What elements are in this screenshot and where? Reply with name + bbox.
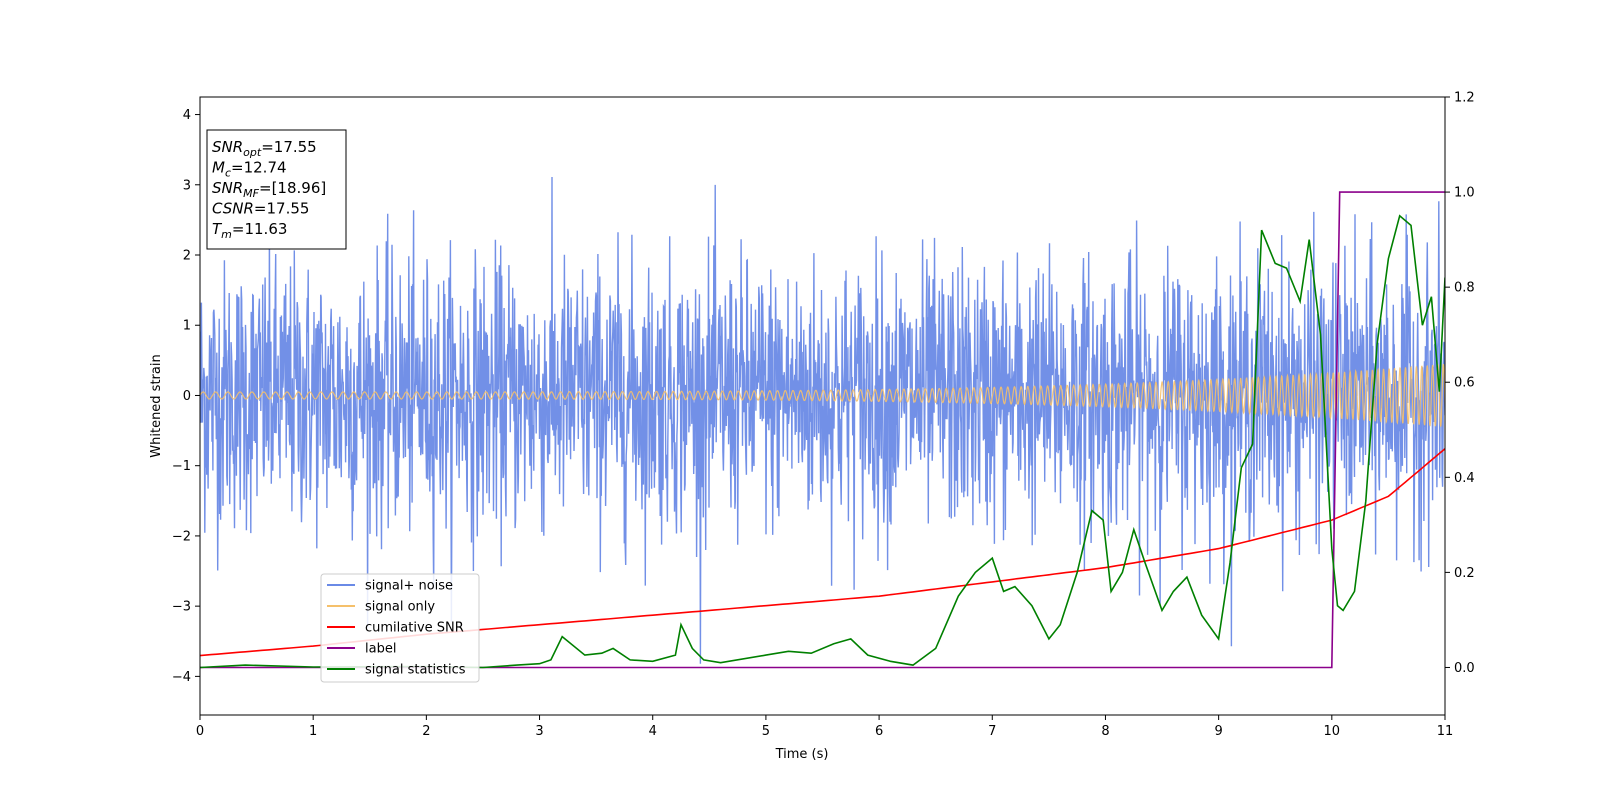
y-left-tick-label: −1 (172, 459, 191, 474)
annotation-line: Mc=12.74 (212, 159, 287, 180)
plot-frame (199, 96, 1446, 716)
x-tick-label: 11 (1437, 724, 1454, 739)
legend-label: label (365, 642, 396, 657)
axes-layer: 0 1 2 3 4 5 6 7 8 9 10 11 −4 −3 −2 −1 0 1 2 3 4 0.0 0.2 0.4 0.6 0… (172, 91, 1475, 740)
y-right-tick-label: 0.0 (1454, 661, 1475, 676)
y-right-tick-label: 1.2 (1454, 91, 1475, 106)
annotation-line: CSNR=17.55 (212, 200, 309, 218)
y-left-tick-label: 4 (183, 108, 191, 123)
y-left-tick-label: −3 (172, 600, 191, 615)
annotation-line: Tm=11.63 (212, 220, 287, 241)
x-tick-label: 3 (535, 724, 543, 739)
series-signal-statistics (200, 214, 1445, 669)
x-tick-label: 2 (422, 724, 430, 739)
x-axis-label: Time (s) (775, 747, 829, 762)
y-axis-label: Whitened strain (149, 354, 164, 457)
annotation-line: SNRopt=17.55 (212, 138, 317, 159)
legend: signal+ noise signal only cumilative SNR la… (320, 573, 480, 683)
legend-frame (320, 573, 480, 683)
y-left-tick-label: 1 (183, 319, 191, 334)
x-tick-label: 0 (196, 724, 204, 739)
annotation-line: SNRMF=[18.96] (212, 179, 326, 200)
y-left-tick-label: 2 (183, 249, 191, 264)
x-tick-label: 4 (649, 724, 657, 739)
annotation-box: SNRopt=17.55Mc=12.74SNRMF=[18.96]CSNR=17… (206, 129, 347, 250)
legend-label: signal only (365, 600, 435, 615)
x-tick-label: 8 (1101, 724, 1109, 739)
y-right-tick-label: 0.2 (1454, 566, 1475, 581)
x-tick-label: 7 (988, 724, 996, 739)
x-tick-label: 10 (1324, 724, 1341, 739)
x-tick-label: 6 (875, 724, 883, 739)
annotation-frame (206, 129, 347, 250)
y-right-tick-label: 0.8 (1454, 281, 1475, 296)
y-left-tick-label: 0 (183, 389, 191, 404)
y-left-tick-label: −4 (172, 670, 191, 685)
legend-label: cumilative SNR (365, 621, 464, 636)
legend-label: signal+ noise (365, 579, 453, 594)
y-left-tick-label: 3 (183, 178, 191, 193)
legend-label: signal statistics (365, 663, 466, 678)
y-left-tick-label: −2 (172, 529, 191, 544)
x-tick-label: 1 (309, 724, 317, 739)
y-right-tick-label: 1.0 (1454, 186, 1475, 201)
x-tick-label: 5 (762, 724, 770, 739)
series-signal-noise (200, 176, 1445, 664)
y-right-tick-label: 0.6 (1454, 376, 1475, 391)
y-right-tick-label: 0.4 (1454, 471, 1475, 486)
series-signal-only (200, 363, 1445, 427)
x-tick-label: 9 (1214, 724, 1222, 739)
series-label (200, 191, 1445, 669)
